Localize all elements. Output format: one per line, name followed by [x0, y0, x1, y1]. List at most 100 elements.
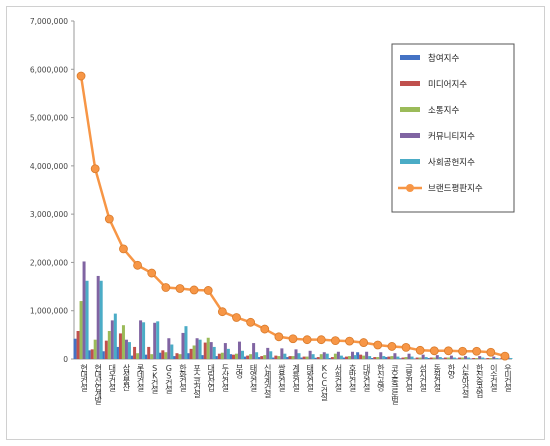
- bar-3-23: [390, 356, 394, 359]
- bar-1-3: [101, 351, 105, 359]
- bar-4-9: [195, 338, 199, 359]
- bar-2-25: [415, 357, 419, 359]
- line-point-17: [302, 335, 312, 345]
- bar-5-2: [99, 280, 103, 359]
- bar-5-6: [156, 321, 160, 359]
- bar-2-22: [373, 357, 377, 359]
- x-tick-label: 대림산업: [206, 364, 215, 392]
- bar-2-30: [486, 358, 490, 359]
- bar-4-21: [365, 351, 369, 359]
- bar-3-27: [446, 357, 450, 359]
- bar-1-8: [172, 356, 176, 359]
- legend-label-1: 참여지수: [428, 53, 459, 64]
- line-point-11: [217, 307, 227, 317]
- bar-4-24: [407, 353, 411, 359]
- bar-2-6: [147, 346, 151, 359]
- bar-5-27: [452, 357, 456, 359]
- bar-2-13: [246, 355, 250, 359]
- bar-3-25: [418, 357, 422, 359]
- bar-2-14: [260, 356, 264, 359]
- legend-swatch-3: [400, 107, 420, 112]
- x-tick-label: 신동아건설: [461, 364, 470, 398]
- x-axis-labels: 현대건설 현대산업개발 대우건설 삼성물산 롯데건설 SK건설 GS건설 한화건설 포스코건설 대…: [80, 363, 513, 405]
- bar-1-7: [158, 352, 162, 359]
- bar-3-15: [277, 356, 281, 359]
- bar-3-26: [432, 357, 436, 359]
- bar-4-6: [153, 322, 157, 359]
- bar-1-27: [440, 358, 444, 359]
- bar-5-7: [170, 344, 174, 359]
- bar-3-14: [263, 355, 267, 359]
- bar-1-1: [73, 338, 77, 359]
- bar-4-23: [393, 353, 397, 359]
- bar-5-17: [311, 354, 315, 359]
- bar-2-26: [429, 357, 433, 359]
- bar-4-25: [421, 354, 425, 359]
- bar-2-1: [76, 330, 80, 359]
- bar-2-12: [231, 354, 235, 359]
- bar-5-22: [382, 356, 386, 359]
- bar-5-23: [396, 356, 400, 359]
- bar-1-9: [186, 353, 190, 359]
- line-series-group: [76, 71, 510, 361]
- bar-1-22: [370, 358, 374, 359]
- bar-3-3: [107, 330, 111, 359]
- bar-3-17: [305, 356, 309, 359]
- line-point-31: [500, 351, 510, 361]
- line-point-9: [189, 285, 199, 295]
- bar-5-31: [509, 358, 513, 359]
- bar-5-8: [184, 326, 188, 359]
- bar-5-20: [354, 355, 358, 359]
- legend-swatch-1: [400, 55, 420, 60]
- line-point-16: [288, 334, 298, 344]
- x-tick-label: 현대산업개발: [93, 364, 102, 405]
- line-point-15: [274, 332, 284, 342]
- bar-3-20: [348, 356, 352, 359]
- x-tick-label: 코오롱글로벌: [390, 364, 399, 405]
- bar-1-26: [426, 358, 430, 359]
- bar-1-5: [130, 355, 134, 359]
- bar-3-19: [333, 353, 337, 359]
- bar-5-18: [325, 353, 329, 359]
- legend-box: [391, 43, 515, 213]
- bar-4-4: [124, 339, 128, 359]
- bar-4-7: [167, 338, 171, 359]
- bar-5-9: [198, 339, 202, 359]
- bar-4-15: [280, 348, 284, 359]
- bar-5-25: [424, 357, 428, 359]
- line-point-6: [147, 268, 157, 278]
- bar-2-27: [443, 357, 447, 359]
- bar-2-19: [330, 357, 334, 359]
- x-tick-label: 서희건설: [334, 364, 343, 392]
- bar-2-7: [161, 350, 165, 359]
- bar-4-30: [492, 356, 496, 359]
- bar-5-12: [240, 350, 244, 359]
- bar-3-8: [178, 354, 182, 359]
- x-tick-label: 대우건설: [108, 364, 117, 392]
- x-tick-label: 한양: [447, 364, 456, 379]
- bar-4-16: [294, 349, 298, 359]
- line-point-20: [345, 336, 354, 346]
- bar-1-21: [356, 352, 360, 359]
- legend-label-5: 사회공헌지수: [428, 158, 475, 168]
- y-tick-label: 2,000,000: [30, 258, 68, 267]
- y-tick-label: 7,000,000: [30, 17, 68, 26]
- legend-label-6: 브랜드평판지수: [428, 183, 483, 194]
- bar-3-18: [319, 354, 323, 359]
- bar-2-10: [203, 342, 207, 359]
- line-point-23: [387, 342, 397, 351]
- bar-4-10: [209, 342, 213, 359]
- bar-4-8: [181, 332, 185, 359]
- legend-label-3: 소통지수: [428, 106, 459, 116]
- bar-2-21: [359, 354, 363, 359]
- bar-3-24: [404, 357, 408, 359]
- bar-4-27: [449, 355, 453, 359]
- bar-5-3: [113, 313, 117, 359]
- bar-1-4: [115, 346, 119, 359]
- line-point-4: [119, 244, 128, 254]
- bar-5-4: [127, 342, 131, 359]
- bar-4-1: [82, 261, 86, 359]
- bar-3-30: [489, 358, 493, 359]
- bar-3-1: [79, 301, 83, 359]
- bar-3-11: [220, 352, 224, 359]
